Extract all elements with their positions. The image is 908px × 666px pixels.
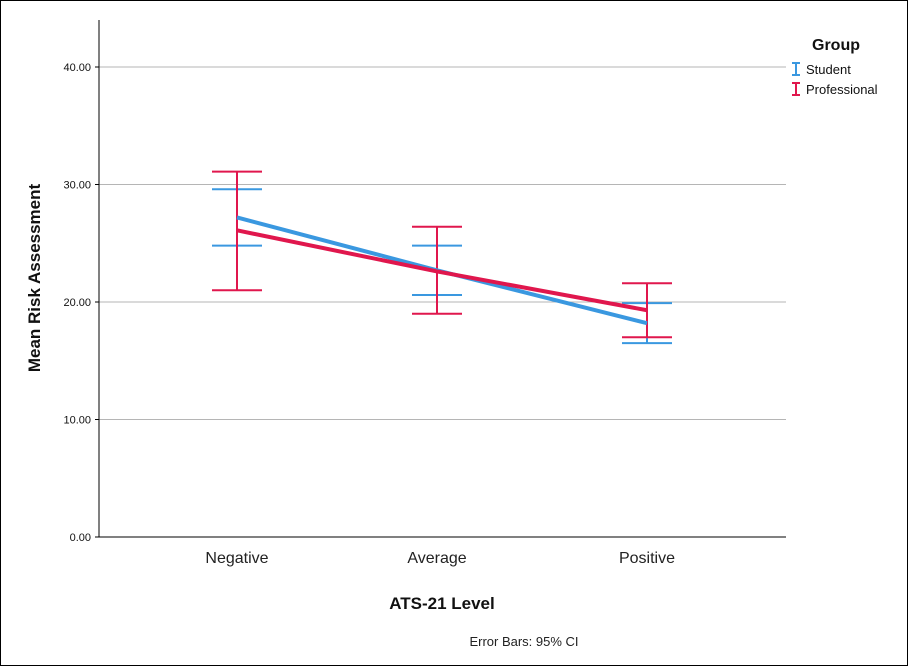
x-category-label: Average: [407, 550, 466, 567]
series-lines: [236, 215, 648, 326]
legend-title: Group: [812, 37, 860, 54]
y-tick-label: 0.00: [70, 532, 91, 544]
legend-items: Student Professional: [792, 62, 878, 97]
error-bars: [212, 170, 672, 345]
y-tick-label: 30.00: [63, 180, 91, 192]
legend-label: Professional: [806, 82, 878, 97]
series-line: [236, 228, 648, 313]
axes: [98, 20, 786, 538]
y-tick-label: 20.00: [63, 297, 91, 309]
legend-item: Professional: [792, 82, 878, 97]
series-line: [236, 215, 648, 326]
gridlines: [99, 66, 786, 420]
x-category-label: Negative: [205, 550, 268, 567]
y-ticks: 0.00 10.00 20.00 30.00 40.00: [63, 62, 99, 544]
x-category-label: Positive: [619, 550, 675, 567]
x-axis-title: ATS-21 Level: [389, 594, 495, 613]
y-axis-title: Mean Risk Assessment: [25, 183, 44, 372]
legend-item: Student: [792, 62, 851, 77]
error-bars-footnote: Error Bars: 95% CI: [469, 634, 578, 649]
y-tick-label: 10.00: [63, 415, 91, 427]
legend-label: Student: [806, 62, 851, 77]
x-ticks: Negative Average Positive: [205, 550, 675, 567]
y-tick-label: 40.00: [63, 62, 91, 74]
legend: Group Student Professional: [792, 37, 878, 97]
